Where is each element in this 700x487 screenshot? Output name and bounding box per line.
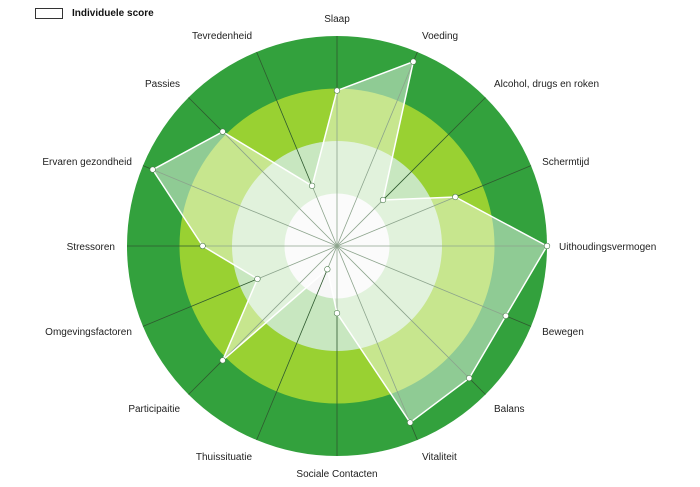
axis-label-11: Participaitie <box>128 404 180 415</box>
spoke-2 <box>336 51 418 247</box>
axis-label-13: Stressoren <box>67 242 115 253</box>
spoke-11 <box>188 245 338 395</box>
score-point-1 <box>333 87 341 94</box>
legend: Individuele score <box>35 8 154 19</box>
axis-label-15: Passies <box>145 79 180 90</box>
legend-label: Individuele score <box>72 8 154 19</box>
axis-label-5: Uithoudingsvermogen <box>559 242 656 253</box>
spoke-15 <box>188 97 338 247</box>
score-point-9 <box>333 310 341 317</box>
score-point-4 <box>452 193 459 201</box>
spoke-8 <box>336 245 418 441</box>
score-point-16 <box>308 182 316 189</box>
spoke-7 <box>336 245 486 395</box>
score-point-10 <box>324 266 331 273</box>
axis-label-12: Omgevingsfactoren <box>45 327 132 338</box>
axis-label-14: Ervaren gezondheid <box>42 157 132 168</box>
score-point-7 <box>466 375 473 382</box>
score-point-3 <box>379 196 387 204</box>
spoke-6 <box>336 245 532 327</box>
spoke-10 <box>256 245 338 441</box>
axis-label-16: Tevredenheid <box>192 31 252 42</box>
score-point-12 <box>254 275 261 283</box>
score-point-13 <box>199 242 206 250</box>
score-point-2 <box>410 58 417 65</box>
score-point-6 <box>502 312 509 320</box>
axis-label-3: Alcohol, drugs en roken <box>494 79 599 90</box>
axis-label-1: Slaap <box>324 14 350 25</box>
score-point-5 <box>543 242 551 250</box>
axis-label-10: Thuissituatie <box>196 452 253 463</box>
score-point-11 <box>219 357 226 364</box>
axis-label-7: Balans <box>494 404 525 415</box>
spoke-4 <box>336 165 532 247</box>
axis-label-8: Vitaliteit <box>422 452 457 463</box>
spoke-3 <box>336 97 486 247</box>
axis-label-6: Bewegen <box>542 327 584 338</box>
score-point-15 <box>219 128 226 135</box>
axis-label-2: Voeding <box>422 31 458 42</box>
axis-label-9: Sociale Contacten <box>296 469 377 480</box>
score-point-14 <box>149 166 156 173</box>
axis-label-4: Schermtijd <box>542 157 589 168</box>
score-point-8 <box>407 419 414 426</box>
spoke-14 <box>142 165 338 247</box>
legend-swatch <box>35 8 63 19</box>
spoke-16 <box>256 51 338 247</box>
spoke-12 <box>142 245 338 327</box>
